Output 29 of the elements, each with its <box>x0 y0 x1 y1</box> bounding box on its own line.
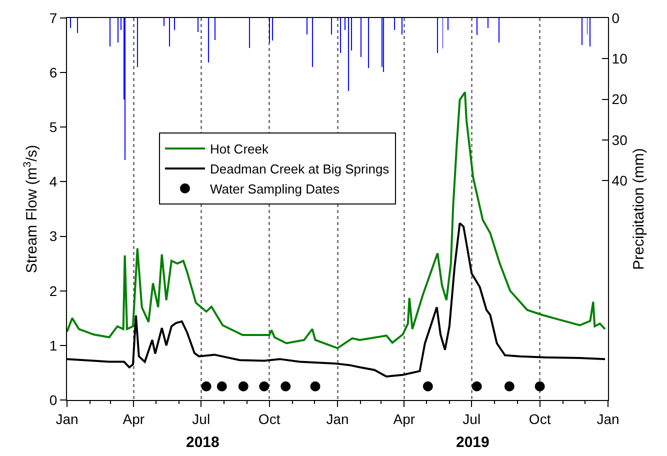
x-tick-label: Jul <box>192 410 210 427</box>
legend-label: Deadman Creek at Big Springs <box>210 162 390 177</box>
y-tick-label: 6 <box>49 64 58 80</box>
x-tick-label: Oct <box>258 410 280 427</box>
y2-tick-label: 0 <box>612 10 620 26</box>
line-series <box>67 91 606 350</box>
y-tick-label: 0 <box>49 392 58 408</box>
x-tick-label: Jan <box>596 410 620 427</box>
y2-tick-label: 10 <box>612 50 628 67</box>
y-tick-label: 4 <box>49 174 58 190</box>
x-tick-label: Jul <box>462 410 481 427</box>
x-tick-label: Oct <box>528 410 551 427</box>
legend-label: Water Sampling Dates <box>210 181 340 196</box>
x-tick-label: Jan <box>326 410 349 427</box>
y-tick-label: 7 <box>49 10 58 26</box>
y-tick-label: 3 <box>49 228 58 244</box>
legend-label: Hot Creek <box>210 142 269 157</box>
x-tick-label: Apr <box>393 410 416 427</box>
x-tick-label: Apr <box>122 410 145 427</box>
y2-tick-label: 40 <box>612 172 628 188</box>
y2-axis-title: Precipitation (mm) <box>630 148 648 270</box>
y2-tick-label: 30 <box>612 132 628 148</box>
text: 2019 <box>456 434 490 451</box>
text: 2018 <box>186 434 220 451</box>
y2-tick-label: 20 <box>612 91 628 108</box>
x-tick-label: Jan <box>56 410 78 427</box>
y-tick-label: 5 <box>49 119 58 136</box>
y-tick-label: 1 <box>49 337 58 354</box>
y-tick-label: 2 <box>49 282 58 299</box>
